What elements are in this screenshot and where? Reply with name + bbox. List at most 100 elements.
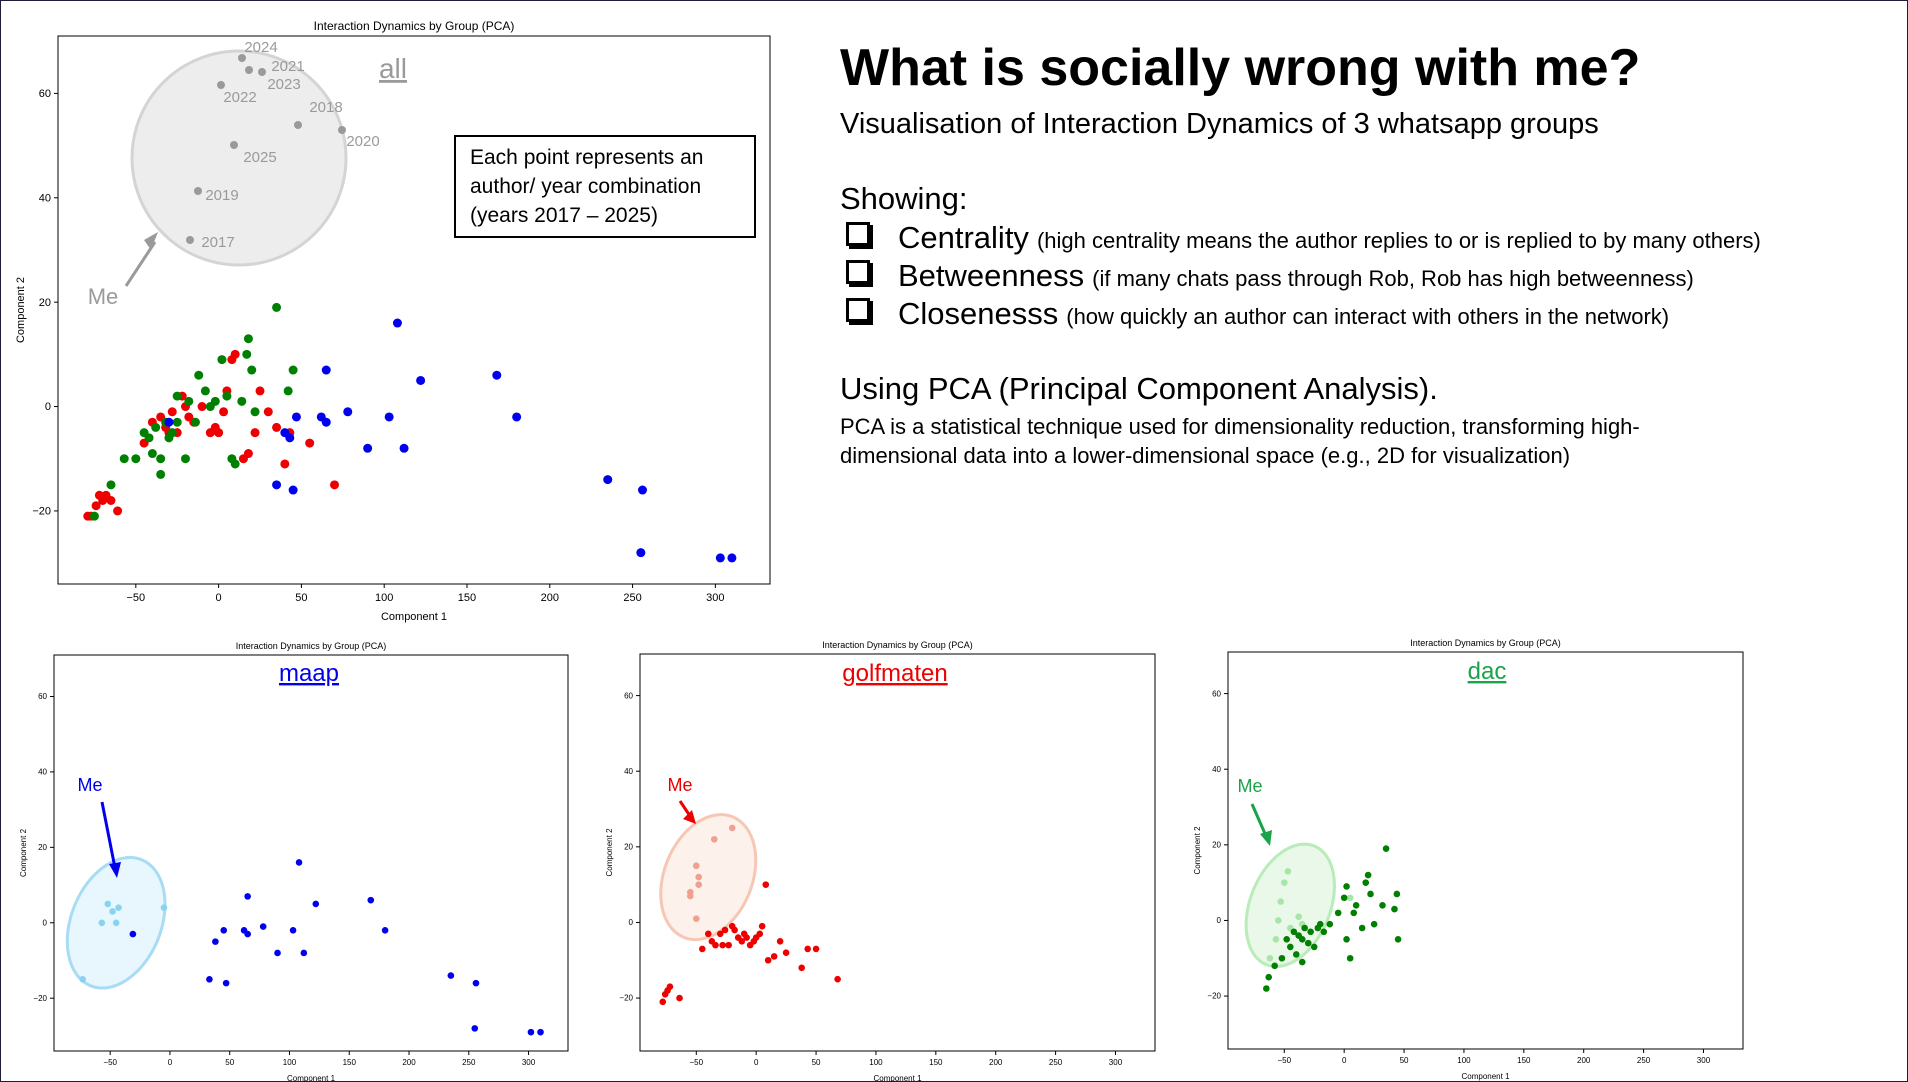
metric-name: Closenesss [898,296,1059,331]
data-point [1295,913,1302,920]
data-point [180,454,190,464]
x-tick-label: 200 [541,592,559,604]
metric-closeness: Closenesss (how quickly an author can in… [840,296,1880,334]
metric-name: Betweenness [898,258,1085,293]
data-point [812,945,820,953]
data-point [289,927,297,934]
plot-frame [53,654,569,1052]
data-point [184,396,194,406]
zoom-year-label: 2024 [244,39,277,56]
data-point [222,391,232,401]
y-tick-label: 40 [38,768,47,777]
data-point [492,370,502,380]
data-point [160,904,168,911]
data-point [1272,936,1280,943]
showing-label: Showing: [840,181,968,216]
me-arrow-head [683,810,696,824]
y-tick-label: −20 [33,994,47,1003]
y-tick-label: 20 [624,842,633,851]
x-tick-label: 50 [812,1058,821,1067]
data-point [244,893,251,900]
x-tick-label: 100 [283,1058,297,1067]
x-tick-label: 250 [1049,1058,1063,1067]
data-point [399,443,409,453]
me-arrow-line [124,241,157,287]
data-point [272,480,282,490]
data-point [222,979,230,987]
data-point [272,422,282,432]
data-point [129,930,137,938]
chart-title: Interaction Dynamics by Group (PCA) [1410,638,1561,648]
data-point [447,972,455,979]
data-point [115,904,122,911]
data-point [381,927,389,934]
data-point [243,334,253,344]
data-point [1284,867,1292,875]
data-point [472,979,480,987]
data-point [259,923,267,930]
data-point [804,945,811,953]
x-tick-label: 300 [1697,1056,1711,1065]
data-point [1301,924,1308,932]
data-point [776,938,784,945]
data-point [172,391,182,401]
data-point [636,548,646,558]
y-tick-label: 0 [1217,916,1222,925]
data-point [1370,920,1378,928]
x-tick-label: −50 [1278,1056,1292,1065]
x-tick-label: 150 [458,592,476,604]
data-point [695,881,702,888]
data-point [758,922,766,930]
group-label: dac [1468,658,1507,685]
data-point [727,553,737,563]
group-label: maap [279,660,339,687]
x-axis-label: Component 1 [873,1074,922,1082]
data-point [1352,902,1360,909]
data-point [1275,917,1282,924]
data-point [721,926,729,934]
data-point [1367,890,1374,898]
data-point [288,485,298,495]
data-point [1280,879,1288,886]
data-point [527,1028,535,1036]
data-point [197,402,207,412]
data-point [144,433,154,443]
x-axis-label: Component 1 [381,611,447,623]
data-point [756,930,764,938]
zoom-year-label: 2017 [201,234,234,251]
scatter-chart-dac: Interaction Dynamics by Group (PCA) −50 0 5… [1193,638,1744,1081]
zoom-point [258,68,266,76]
y-tick-label: 0 [43,918,48,927]
data-point [1298,936,1306,943]
data-point [638,485,648,495]
data-point [167,428,177,438]
y-axis-label: Component 2 [1193,826,1202,875]
data-point [676,994,683,1002]
x-tick-label: −50 [690,1058,704,1067]
data-point [1350,909,1358,917]
data-point [210,396,220,406]
x-axis-label: Component 1 [287,1074,336,1082]
x-tick-label: 200 [402,1058,416,1067]
data-point [156,469,166,479]
data-point [200,386,210,396]
zoom-point [230,141,238,149]
chart-title: Interaction Dynamics by Group (PCA) [822,640,973,650]
data-point [1343,883,1350,890]
me-annotation: Me [77,775,102,795]
data-point [704,930,712,938]
me-annotation: Me [88,284,119,309]
data-point [230,459,240,469]
data-point [274,949,281,957]
x-tick-label: 300 [522,1058,536,1067]
data-point [167,407,177,417]
data-point [770,953,778,960]
x-axis-label: Component 1 [1461,1072,1510,1081]
data-point [1364,871,1372,879]
zoom-point [294,121,302,129]
data-point [537,1028,544,1036]
data-point [692,915,700,922]
data-point [194,370,204,380]
data-point [255,386,265,396]
x-tick-label: −50 [103,1058,117,1067]
